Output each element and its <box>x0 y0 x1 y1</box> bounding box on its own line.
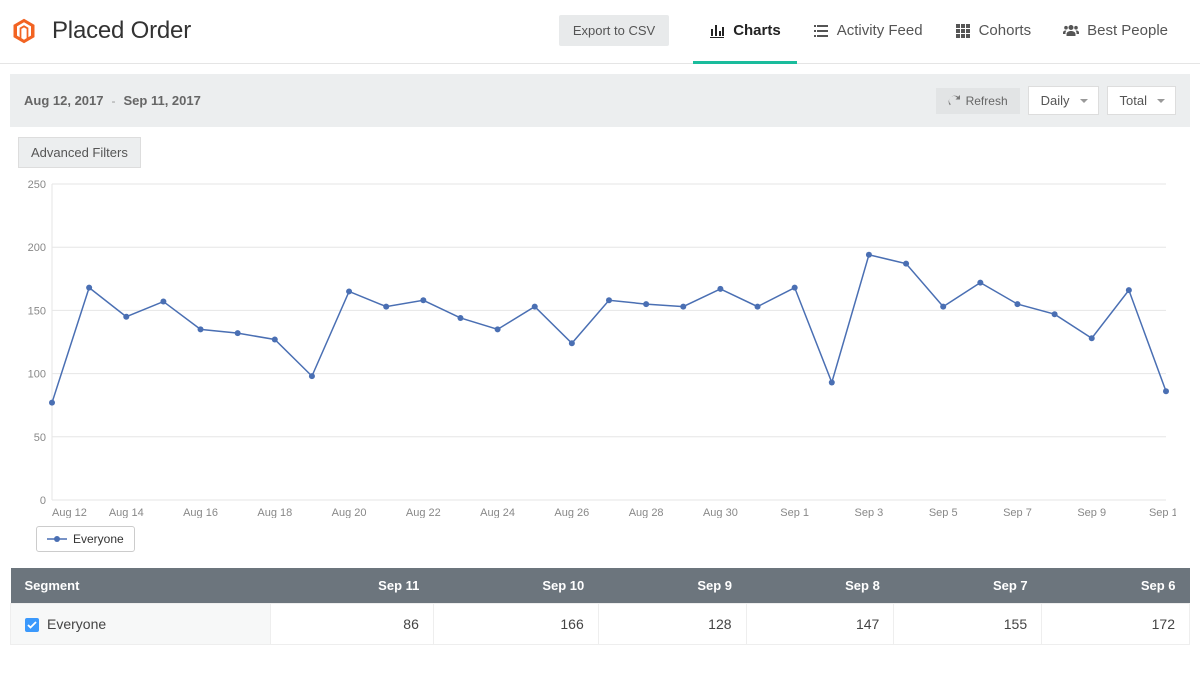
page-header: Placed Order Export to CSV Charts Activi… <box>0 0 1200 64</box>
tab-charts[interactable]: Charts <box>693 12 797 49</box>
table-header-cell[interactable]: Sep 8 <box>746 568 894 604</box>
refresh-icon <box>948 95 960 107</box>
controls-bar: Aug 12, 2017 - Sep 11, 2017 Refresh Dail… <box>10 74 1190 127</box>
table-header-cell[interactable]: Segment <box>11 568 271 604</box>
svg-text:Aug 30: Aug 30 <box>703 507 738 518</box>
table-cell: 147 <box>746 604 894 645</box>
svg-text:250: 250 <box>28 179 46 191</box>
svg-text:150: 150 <box>28 305 46 317</box>
export-csv-button[interactable]: Export to CSV <box>559 15 669 46</box>
svg-text:Sep 3: Sep 3 <box>855 507 884 518</box>
svg-text:Aug 12: Aug 12 <box>52 507 87 518</box>
legend-label: Everyone <box>73 532 124 546</box>
table-cell: 155 <box>894 604 1042 645</box>
svg-text:Aug 26: Aug 26 <box>554 507 589 518</box>
date-start[interactable]: Aug 12, 2017 <box>24 93 104 108</box>
refresh-button[interactable]: Refresh <box>936 88 1020 114</box>
svg-text:Sep 7: Sep 7 <box>1003 507 1032 518</box>
svg-text:Aug 14: Aug 14 <box>109 507 144 518</box>
date-range: Aug 12, 2017 - Sep 11, 2017 <box>24 93 201 108</box>
segment-cell[interactable]: Everyone <box>11 604 271 645</box>
magento-logo-icon <box>10 17 38 45</box>
svg-text:50: 50 <box>34 432 46 444</box>
svg-text:Sep 9: Sep 9 <box>1077 507 1106 518</box>
table-row: Everyone 86 166 128 147 155 172 <box>11 604 1190 645</box>
table-cell: 86 <box>270 604 433 645</box>
tab-label: Activity Feed <box>837 22 923 39</box>
line-chart: 0 50 100 150 200 250 Aug 12 Aug 14 Aug 16 Aug 18 A… <box>16 178 1176 518</box>
segment-checkbox[interactable] <box>25 618 39 632</box>
list-icon <box>813 23 829 39</box>
tab-cohorts[interactable]: Cohorts <box>939 12 1048 49</box>
aggregation-select[interactable]: Total <box>1107 86 1176 115</box>
header-right: Export to CSV Charts Activity Feed Cohor… <box>559 12 1184 49</box>
tab-label: Best People <box>1087 22 1168 39</box>
table-cell: 172 <box>1042 604 1190 645</box>
table-header-cell[interactable]: Sep 7 <box>894 568 1042 604</box>
table-cell: 166 <box>433 604 598 645</box>
tab-activity-feed[interactable]: Activity Feed <box>797 12 939 49</box>
table-header-cell[interactable]: Sep 10 <box>433 568 598 604</box>
header-left: Placed Order <box>10 17 191 45</box>
svg-text:Sep 5: Sep 5 <box>929 507 958 518</box>
tab-best-people[interactable]: Best People <box>1047 12 1184 49</box>
segment-table: SegmentSep 11Sep 10Sep 9Sep 8Sep 7Sep 6 … <box>10 568 1190 645</box>
controls-right: Refresh Daily Total <box>936 86 1176 115</box>
active-tab-underline <box>693 61 797 64</box>
date-separator: - <box>112 94 116 108</box>
refresh-label: Refresh <box>966 94 1008 108</box>
legend[interactable]: Everyone <box>36 526 135 552</box>
svg-text:Sep 1: Sep 1 <box>780 507 809 518</box>
table-header-cell[interactable]: Sep 9 <box>598 568 746 604</box>
table-header-row: SegmentSep 11Sep 10Sep 9Sep 8Sep 7Sep 6 <box>11 568 1190 604</box>
granularity-select[interactable]: Daily <box>1028 86 1099 115</box>
check-icon <box>27 620 37 630</box>
legend-swatch <box>47 535 67 543</box>
tab-label: Charts <box>733 22 781 39</box>
table-cell: 128 <box>598 604 746 645</box>
granularity-value: Daily <box>1041 93 1070 108</box>
svg-text:Sep 11: Sep 11 <box>1149 507 1176 518</box>
svg-text:0: 0 <box>40 495 46 507</box>
aggregation-value: Total <box>1120 93 1147 108</box>
svg-text:Aug 24: Aug 24 <box>480 507 515 518</box>
svg-text:100: 100 <box>28 369 46 381</box>
svg-text:Aug 16: Aug 16 <box>183 507 218 518</box>
bar-chart-icon <box>709 23 725 39</box>
advanced-filters-button[interactable]: Advanced Filters <box>18 137 141 168</box>
people-icon <box>1063 23 1079 39</box>
date-end[interactable]: Sep 11, 2017 <box>124 93 201 108</box>
tab-label: Cohorts <box>979 22 1032 39</box>
page-title: Placed Order <box>52 17 191 45</box>
svg-text:Aug 20: Aug 20 <box>332 507 367 518</box>
svg-text:200: 200 <box>28 242 46 254</box>
chart-container: 0 50 100 150 200 250 Aug 12 Aug 14 Aug 16 Aug 18 A… <box>16 178 1184 552</box>
table-header-cell[interactable]: Sep 6 <box>1042 568 1190 604</box>
segment-name: Everyone <box>47 616 106 632</box>
svg-text:Aug 18: Aug 18 <box>257 507 292 518</box>
table-header-cell[interactable]: Sep 11 <box>270 568 433 604</box>
svg-text:Aug 28: Aug 28 <box>629 507 664 518</box>
svg-text:Aug 22: Aug 22 <box>406 507 441 518</box>
grid-icon <box>955 23 971 39</box>
